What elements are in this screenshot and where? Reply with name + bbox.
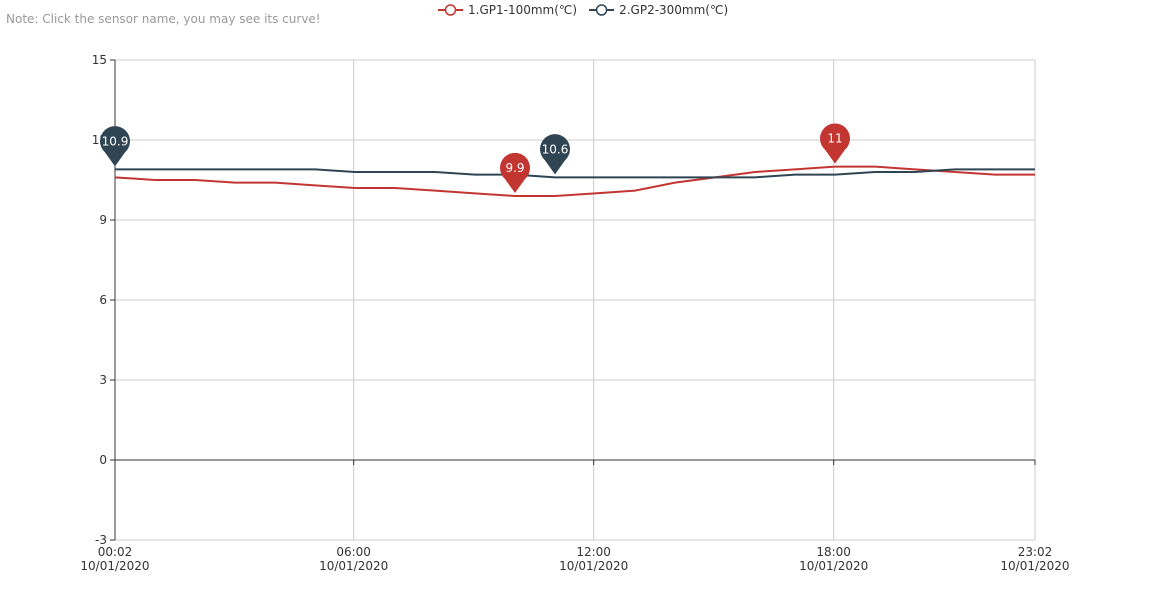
y-tick-label: 3 (99, 373, 107, 387)
x-tick-label: 23:02 10/01/2020 (1000, 545, 1069, 573)
x-tick-label-line: 10/01/2020 (319, 559, 388, 573)
x-tick-label-line: 18:00 (816, 545, 851, 559)
mark-pin-label: 10.6 (542, 142, 569, 156)
x-tick-label-line: 10/01/2020 (80, 559, 149, 573)
y-tick-label: 9 (99, 213, 107, 227)
mark-pin-label: 10.9 (102, 134, 129, 148)
legend-icon (595, 4, 608, 16)
x-tick-label-line: 10/01/2020 (559, 559, 628, 573)
x-tick-label: 12:00 10/01/2020 (559, 545, 628, 573)
y-tick-label: 0 (99, 453, 107, 467)
mark-pin (540, 134, 570, 175)
x-tick-label-line: 12:00 (576, 545, 611, 559)
mark-pin (100, 126, 130, 167)
legend-label: 1.GP1-100mm(℃) (468, 3, 577, 17)
x-tick-label: 18:00 10/01/2020 (799, 545, 868, 573)
series-line (114, 165, 1035, 197)
mark-pin-label: 9.9 (505, 161, 524, 175)
mark-pin (500, 152, 531, 193)
y-tick-label: 6 (99, 293, 107, 307)
legend-icon (444, 4, 457, 16)
mark-pin-label: 11 (827, 132, 842, 146)
y-tick-label: -3 (95, 533, 107, 547)
x-tick-label-line: 10/01/2020 (799, 559, 868, 573)
series-line (115, 168, 1035, 179)
legend-label: 2.GP2-300mm(℃) (619, 3, 728, 17)
x-tick-label-line: 10/01/2020 (1000, 559, 1069, 573)
x-tick-label: 00:02 10/01/2020 (80, 545, 149, 573)
x-tick-label: 06:00 10/01/2020 (319, 545, 388, 573)
x-tick-label-line: 00:02 (98, 545, 133, 559)
mark-pin (820, 123, 851, 164)
x-tick-label-line: 23:02 (1018, 545, 1053, 559)
legend-item[interactable]: 1.GP1-100mm(℃) (438, 3, 577, 17)
x-tick-label-line: 06:00 (336, 545, 371, 559)
legend-item[interactable]: 2.GP2-300mm(℃) (589, 3, 728, 17)
y-tick-label: 15 (92, 53, 107, 67)
note: Note: Click the sensor name, you may see… (6, 12, 321, 26)
